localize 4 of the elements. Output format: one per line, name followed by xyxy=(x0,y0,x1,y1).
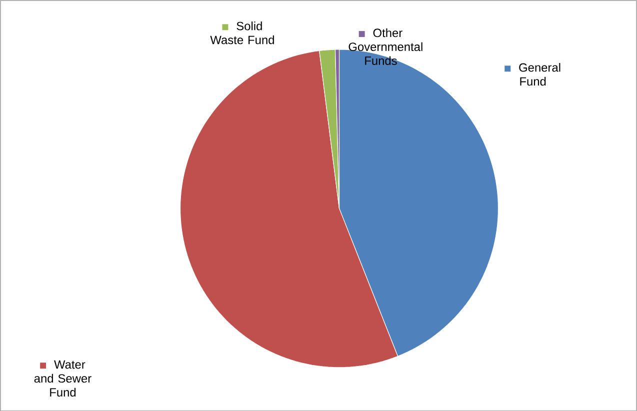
legend-label: Solid Waste Fund xyxy=(210,21,274,44)
legend-label: Water and Sewer Fund xyxy=(34,360,92,396)
legend-label: Other Governmental Funds xyxy=(348,28,422,65)
legend-label: General Fund xyxy=(519,62,560,86)
